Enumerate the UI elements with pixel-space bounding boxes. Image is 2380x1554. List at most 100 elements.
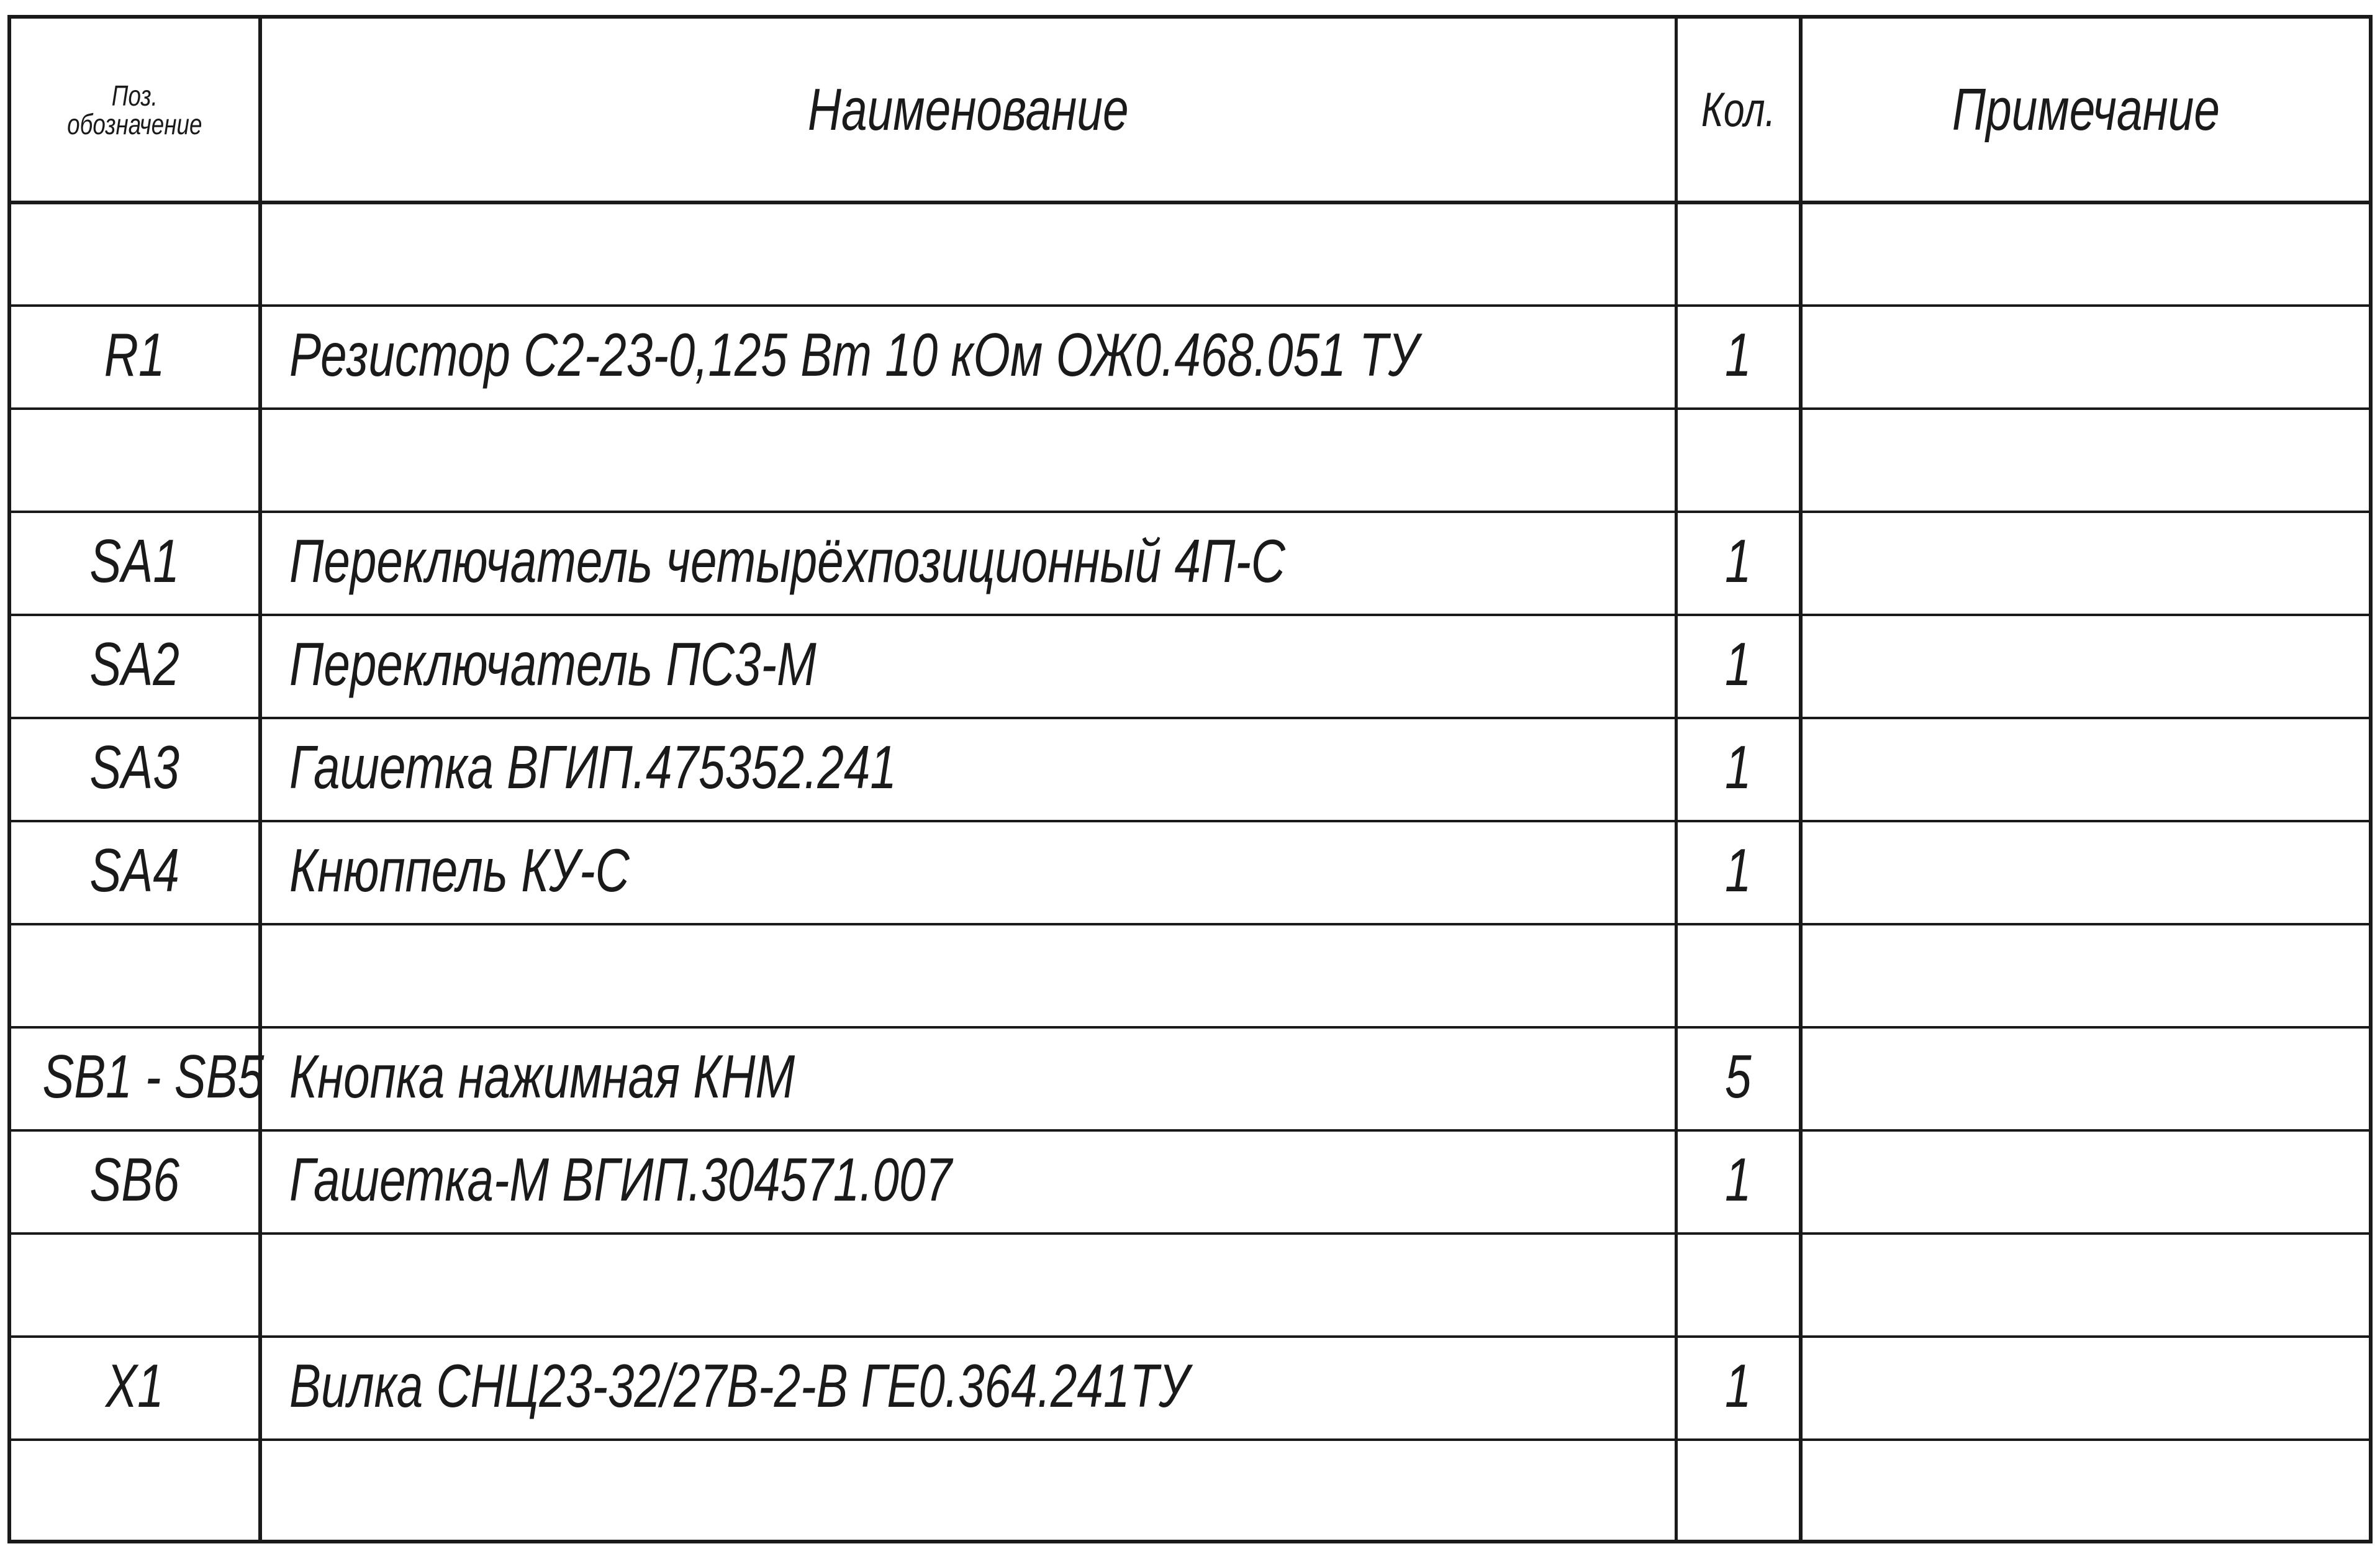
note-cell — [1799, 923, 2369, 1029]
table-row: SA2 Переключатель ПС3-М 1 — [11, 614, 2369, 719]
note-cell — [1799, 614, 2369, 719]
header-name-text: Наименование — [807, 76, 1129, 143]
position-cell-text: X1 — [106, 1352, 164, 1420]
note-cell — [1799, 1129, 2369, 1235]
header-note: Примечание — [1799, 19, 2369, 204]
qty-cell: 1 — [1674, 511, 1803, 616]
qty-cell-text: 1 — [1724, 836, 1752, 904]
header-name: Наименование — [259, 19, 1677, 204]
note-cell — [1799, 407, 2369, 513]
qty-cell-text: 1 — [1724, 733, 1752, 801]
position-cell-text: SB1 - SB5 — [42, 1042, 265, 1111]
note-cell — [1799, 717, 2369, 822]
header-position-line1: Поз. — [111, 79, 158, 112]
name-cell-text: Вилка СНЦ23-32/27В-2-В ГЕ0.364.241ТУ — [289, 1352, 1190, 1420]
note-cell — [1799, 1232, 2369, 1338]
position-cell-text: SA4 — [89, 836, 180, 904]
parts-list-table: Поз. обозначение Наименование Кол. Примеч… — [7, 15, 2373, 1543]
table-row — [11, 923, 2369, 1029]
qty-cell-text: 1 — [1724, 1352, 1752, 1420]
qty-cell: 1 — [1674, 820, 1803, 925]
table-row — [11, 201, 2369, 307]
qty-cell-text: 1 — [1724, 320, 1752, 389]
header-position: Поз. обозначение — [11, 19, 262, 204]
qty-cell: 1 — [1674, 717, 1803, 822]
qty-cell: 1 — [1674, 614, 1803, 719]
header-note-text: Примечание — [1952, 76, 2220, 143]
name-cell-text: Кнопка нажимная КНМ — [289, 1042, 795, 1111]
position-cell-text: SB6 — [89, 1145, 180, 1214]
position-cell: SA4 — [11, 820, 262, 925]
table-row — [11, 1438, 2369, 1543]
note-cell — [1799, 1026, 2369, 1132]
header-position-line2: обозначение — [67, 107, 202, 140]
name-cell-text: Кнюппель КУ-С — [289, 836, 630, 904]
note-cell — [1799, 511, 2369, 616]
qty-cell — [1674, 407, 1803, 513]
position-cell: SA3 — [11, 717, 262, 822]
name-cell: Кнопка нажимная КНМ — [259, 1026, 1677, 1132]
note-cell — [1799, 1335, 2369, 1441]
position-cell-text: R1 — [104, 320, 165, 389]
name-cell — [259, 201, 1677, 307]
position-cell — [11, 407, 262, 513]
position-cell — [11, 201, 262, 307]
name-cell: Гашетка-М ВГИП.304571.007 — [259, 1129, 1677, 1235]
table-row: SA3 Гашетка ВГИП.475352.241 1 — [11, 717, 2369, 822]
name-cell: Резистор С2-23-0,125 Вт 10 кОм ОЖ0.468.0… — [259, 304, 1677, 410]
qty-cell-text: 1 — [1724, 630, 1752, 698]
position-cell-text: SA1 — [89, 527, 180, 595]
name-cell — [259, 407, 1677, 513]
name-cell: Переключатель четырёхпозиционный 4П-С — [259, 511, 1677, 616]
header-row: Поз. обозначение Наименование Кол. Примеч… — [11, 19, 2369, 204]
name-cell — [259, 1232, 1677, 1338]
header-qty-text: Кол. — [1701, 82, 1776, 137]
qty-cell: 1 — [1674, 304, 1803, 410]
name-cell: Гашетка ВГИП.475352.241 — [259, 717, 1677, 822]
note-cell — [1799, 820, 2369, 925]
qty-cell — [1674, 201, 1803, 307]
table-row: SA1 Переключатель четырёхпозиционный 4П-С… — [11, 511, 2369, 616]
qty-cell: 5 — [1674, 1026, 1803, 1132]
position-cell: SB1 - SB5 — [11, 1026, 264, 1132]
position-cell: SA1 — [11, 511, 262, 616]
qty-cell-text: 1 — [1724, 1145, 1752, 1214]
position-cell — [11, 1438, 262, 1543]
qty-cell-text: 5 — [1724, 1042, 1752, 1111]
position-cell: SB6 — [11, 1129, 262, 1235]
position-cell — [11, 1232, 262, 1338]
name-cell-text: Гашетка-М ВГИП.304571.007 — [289, 1145, 952, 1214]
table-row: SA4 Кнюппель КУ-С 1 — [11, 820, 2369, 925]
qty-cell — [1674, 1438, 1803, 1543]
qty-cell: 1 — [1674, 1335, 1803, 1441]
name-cell: Вилка СНЦ23-32/27В-2-В ГЕ0.364.241ТУ — [259, 1335, 1677, 1441]
header-qty: Кол. — [1674, 19, 1803, 204]
position-cell: R1 — [11, 304, 262, 410]
position-cell — [11, 923, 262, 1029]
note-cell — [1799, 1438, 2369, 1543]
name-cell — [259, 923, 1677, 1029]
qty-cell: 1 — [1674, 1129, 1803, 1235]
position-cell: SA2 — [11, 614, 262, 719]
table-row — [11, 1232, 2369, 1338]
table-row — [11, 407, 2369, 513]
name-cell: Переключатель ПС3-М — [259, 614, 1677, 719]
qty-cell-text: 1 — [1724, 527, 1752, 595]
name-cell-text: Переключатель ПС3-М — [289, 630, 817, 698]
position-cell-text: SA3 — [89, 733, 180, 801]
table-row: SB1 - SB5 Кнопка нажимная КНМ 5 — [11, 1026, 2369, 1132]
name-cell — [259, 1438, 1677, 1543]
name-cell-text: Резистор С2-23-0,125 Вт 10 кОм ОЖ0.468.0… — [289, 320, 1419, 389]
qty-cell — [1674, 1232, 1803, 1338]
table-row: X1 Вилка СНЦ23-32/27В-2-В ГЕ0.364.241ТУ 1 — [11, 1335, 2369, 1441]
note-cell — [1799, 304, 2369, 410]
position-cell: X1 — [11, 1335, 262, 1441]
name-cell-text: Переключатель четырёхпозиционный 4П-С — [289, 527, 1286, 595]
note-cell — [1799, 201, 2369, 307]
name-cell-text: Гашетка ВГИП.475352.241 — [289, 733, 897, 801]
name-cell: Кнюппель КУ-С — [259, 820, 1677, 925]
table-row: SB6 Гашетка-М ВГИП.304571.007 1 — [11, 1129, 2369, 1235]
qty-cell — [1674, 923, 1803, 1029]
position-cell-text: SA2 — [89, 630, 180, 698]
table-row: R1 Резистор С2-23-0,125 Вт 10 кОм ОЖ0.468… — [11, 304, 2369, 410]
